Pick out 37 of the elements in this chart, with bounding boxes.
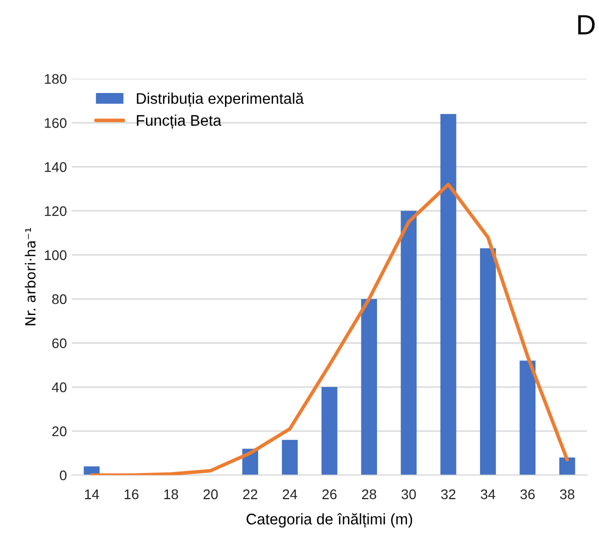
legend-label: Funcția Beta	[136, 114, 222, 129]
bar	[400, 210, 417, 476]
x-tick-label: 16	[124, 489, 138, 500]
y-tick-label: 180	[44, 74, 66, 84]
y-tick-label: 40	[52, 382, 66, 392]
bar	[361, 298, 377, 476]
y-tick-label: 0	[60, 470, 66, 480]
x-tick-label: 36	[520, 489, 535, 500]
x-axis-title: Categoria de înălțimi (m)	[246, 513, 412, 528]
x-tick-label: 26	[322, 489, 337, 500]
bar	[440, 114, 456, 476]
legend-label: Distribuția experimentală	[136, 92, 304, 107]
y-axis-title: Nr. arbori·ha⁻¹	[24, 228, 36, 326]
line-series	[90, 182, 569, 476]
y-tick-label: 60	[52, 338, 66, 348]
x-tick-label: 34	[480, 489, 496, 500]
bar	[480, 248, 496, 476]
bar	[322, 387, 338, 476]
x-tick-label: 38	[560, 489, 574, 500]
y-tick-label: 20	[52, 426, 66, 436]
x-tick-label: 24	[282, 489, 298, 500]
x-tick-label: 14	[85, 490, 100, 500]
y-tick-label: 120	[44, 206, 66, 216]
y-tick-label: 80	[52, 294, 66, 304]
x-tick-label: 32	[441, 489, 456, 500]
text: D	[578, 15, 595, 34]
bar	[520, 360, 536, 476]
x-tick-label: 20	[204, 489, 218, 500]
x-tick-label: 30	[402, 489, 416, 500]
bar	[559, 458, 576, 476]
y-tick-label: 100	[44, 250, 66, 260]
y-tick-label: 160	[44, 118, 66, 128]
x-tick-label: 28	[362, 489, 376, 500]
bar	[282, 440, 298, 476]
y-tick-label: 140	[44, 162, 66, 172]
x-tick-label: 22	[243, 489, 258, 500]
x-tick-label: 18	[164, 489, 178, 500]
